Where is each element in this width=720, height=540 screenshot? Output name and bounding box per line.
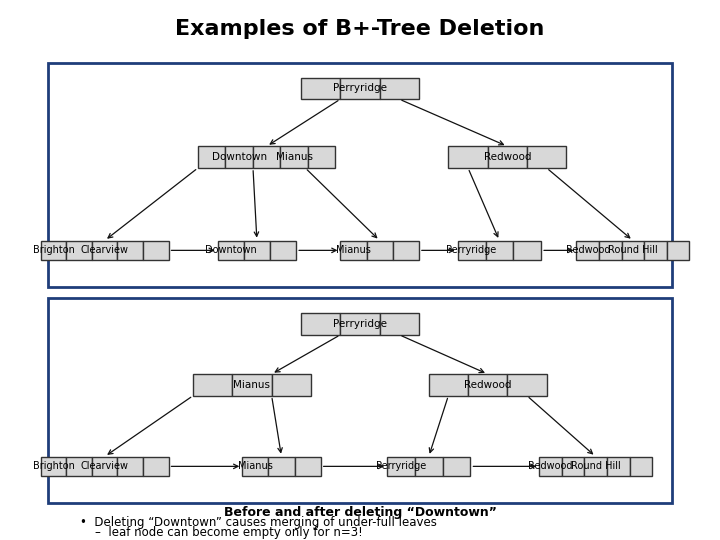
- Bar: [217, 240, 244, 260]
- Bar: [392, 240, 419, 260]
- Bar: [92, 240, 117, 260]
- Bar: [366, 240, 392, 260]
- Text: •  Deleting “Downtown” causes merging of under-full leaves: • Deleting “Downtown” causes merging of …: [80, 516, 437, 529]
- Text: Brighton: Brighton: [32, 245, 75, 255]
- Bar: [513, 240, 541, 260]
- Bar: [242, 456, 269, 476]
- Bar: [143, 456, 168, 476]
- Bar: [599, 240, 621, 260]
- Text: Redwood: Redwood: [565, 245, 610, 255]
- Bar: [379, 313, 419, 335]
- Bar: [577, 240, 599, 260]
- Bar: [508, 374, 546, 396]
- Bar: [621, 240, 644, 260]
- Text: Mianus: Mianus: [336, 245, 371, 255]
- Bar: [301, 78, 341, 99]
- Bar: [117, 456, 143, 476]
- Bar: [41, 240, 66, 260]
- Bar: [308, 146, 336, 168]
- Bar: [667, 240, 690, 260]
- Bar: [341, 313, 379, 335]
- Text: Round Hill: Round Hill: [608, 245, 658, 255]
- Bar: [443, 456, 470, 476]
- Bar: [48, 63, 672, 287]
- Text: Perryridge: Perryridge: [376, 461, 426, 471]
- Text: Perryridge: Perryridge: [333, 319, 387, 329]
- Text: –  leaf node can become empty only for n=3!: – leaf node can become empty only for n=…: [95, 525, 363, 538]
- Bar: [379, 78, 419, 99]
- Bar: [41, 456, 66, 476]
- Bar: [244, 240, 270, 260]
- Bar: [341, 240, 366, 260]
- Text: Mianus: Mianus: [276, 152, 312, 162]
- Bar: [269, 456, 294, 476]
- Text: Downtown: Downtown: [205, 245, 256, 255]
- Bar: [193, 374, 233, 396]
- Bar: [117, 240, 143, 260]
- Bar: [527, 146, 566, 168]
- Bar: [143, 240, 168, 260]
- Bar: [233, 374, 271, 396]
- Bar: [487, 146, 527, 168]
- Bar: [468, 374, 508, 396]
- Bar: [562, 456, 585, 476]
- Text: Downtown: Downtown: [212, 152, 267, 162]
- Text: Perryridge: Perryridge: [333, 83, 387, 93]
- Bar: [92, 456, 117, 476]
- Text: Mianus: Mianus: [233, 380, 271, 390]
- Bar: [387, 456, 415, 476]
- Bar: [644, 240, 667, 260]
- Bar: [449, 146, 487, 168]
- Bar: [415, 456, 443, 476]
- Bar: [66, 240, 92, 260]
- Text: Brighton: Brighton: [32, 461, 75, 471]
- Bar: [198, 146, 225, 168]
- Bar: [294, 456, 320, 476]
- Bar: [48, 299, 672, 503]
- Text: Mianus: Mianus: [238, 461, 273, 471]
- Bar: [585, 456, 607, 476]
- Bar: [66, 456, 92, 476]
- Text: Redwood: Redwood: [464, 380, 511, 390]
- Bar: [270, 240, 296, 260]
- Text: Clearview: Clearview: [81, 461, 129, 471]
- Bar: [428, 374, 468, 396]
- Text: Examples of B+-Tree Deletion: Examples of B+-Tree Deletion: [175, 19, 545, 39]
- Text: Redwood: Redwood: [528, 461, 572, 471]
- Text: Clearview: Clearview: [81, 245, 129, 255]
- Bar: [341, 78, 379, 99]
- Bar: [225, 146, 253, 168]
- Bar: [485, 240, 513, 260]
- Text: Perryridge: Perryridge: [446, 245, 497, 255]
- Bar: [539, 456, 562, 476]
- Text: Redwood: Redwood: [484, 152, 531, 162]
- Bar: [629, 456, 652, 476]
- Bar: [281, 146, 308, 168]
- Text: Round Hill: Round Hill: [571, 461, 621, 471]
- Bar: [271, 374, 311, 396]
- Text: Before and after deleting “Downtown”: Before and after deleting “Downtown”: [224, 506, 496, 519]
- Bar: [253, 146, 281, 168]
- Bar: [301, 313, 341, 335]
- Bar: [458, 240, 485, 260]
- Bar: [607, 456, 629, 476]
